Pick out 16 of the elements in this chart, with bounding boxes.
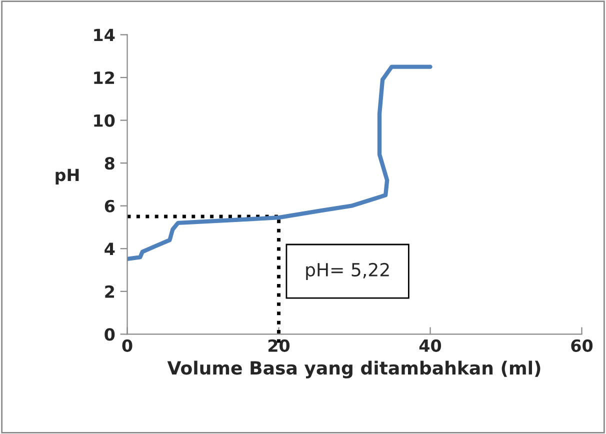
x-tick-label: 60 <box>571 339 593 352</box>
annotation: pH= 5,22 <box>306 262 389 280</box>
y-tick-label: 8 <box>104 157 114 170</box>
y-tick-label: 14 <box>94 28 115 42</box>
y-tick-label: 2 <box>105 285 114 298</box>
y-tick-label: 10 <box>94 114 115 127</box>
y-tick-label: 0 <box>104 328 115 341</box>
line-series <box>127 64 432 261</box>
y-tick-label: 12 <box>94 71 114 84</box>
y-tick-label: 6 <box>104 200 115 212</box>
x-axis-title: Volume Basa yang ditambahkan (ml) <box>167 360 540 378</box>
x-tick-label: 20 <box>268 339 290 352</box>
x-tick-label: 40 <box>419 339 442 352</box>
y-tick-label: 4 <box>104 242 115 255</box>
y-axis-title: pH <box>56 168 79 184</box>
x-tick-label: 0 <box>122 339 132 352</box>
